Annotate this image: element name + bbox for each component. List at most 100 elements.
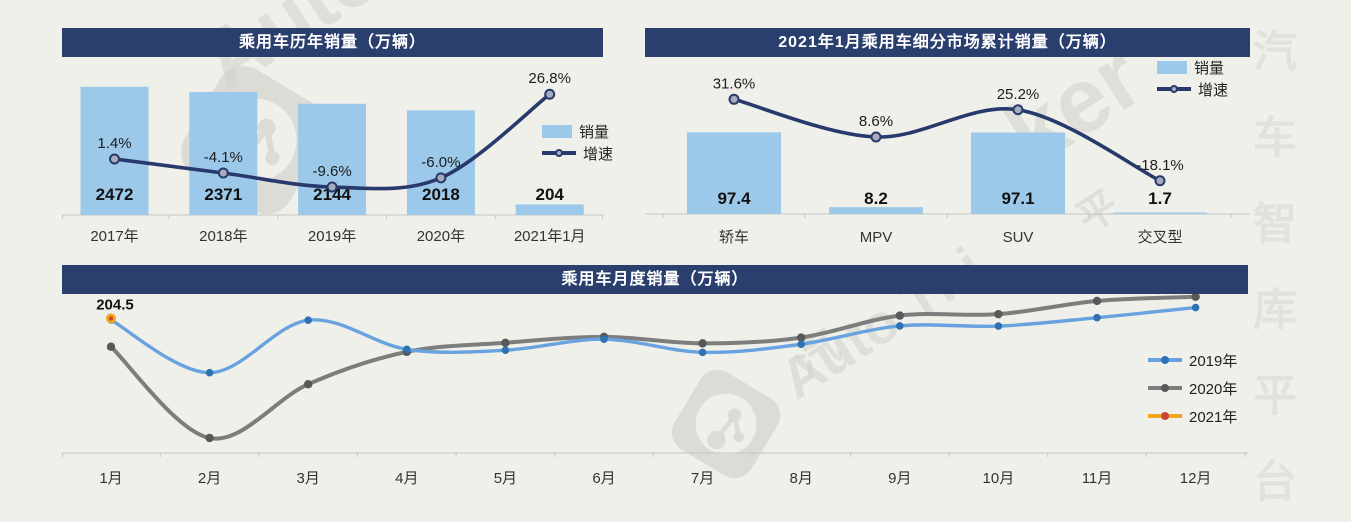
- cat-label: 2019年: [308, 228, 356, 245]
- watermark-text-cn: 汽车智库平台: [1246, 28, 1295, 522]
- legend-item-2019: 2019年: [1148, 346, 1237, 374]
- legend-label-growth: 增速: [1198, 81, 1229, 99]
- cat-label: 2021年1月: [514, 228, 586, 245]
- segment-sales-chart: 2021年1月乘用车细分市场累计销量（万辆） 97.4 轿车 8.2 MPV 97.1 S…: [645, 28, 1250, 252]
- pct-label: 26.8%: [528, 70, 571, 87]
- growth-swatch: [1157, 85, 1191, 93]
- growth-point: [544, 88, 556, 100]
- pct-label: -9.6%: [313, 163, 352, 180]
- growth-line: [733, 97, 1161, 183]
- pct-label: 31.6%: [713, 75, 756, 92]
- cat-label: 4月: [395, 470, 418, 487]
- point-2020年: [895, 311, 904, 320]
- sales-bar: [971, 132, 1065, 214]
- annual-sales-plot: 2472 2017年 2371 2018年 2144 2019年 2018 2020年 204 2…: [62, 70, 603, 245]
- legend-label-sales: 销量: [1194, 59, 1225, 77]
- point-2020年: [106, 342, 116, 351]
- pct-label: -6.0%: [421, 154, 460, 171]
- sales-bar: [189, 91, 258, 215]
- legend-label-2019: 2019年: [1189, 352, 1238, 370]
- monthly-sales-legend: 2019年 2020年 2021年: [1148, 346, 1237, 430]
- cat-label: 2020年: [417, 228, 465, 245]
- monthly-sales-title: 乘用车月度销量（万辆）: [62, 265, 1248, 294]
- sales-swatch: [1157, 60, 1187, 74]
- cat-label: 交叉型: [1137, 228, 1182, 246]
- sales-bar: [406, 110, 475, 215]
- monthly-sales-chart: 乘用车月度销量（万辆） 1月 2月 3月 4月 5月 6月 7月 8月 9月 10月 11月 12月 2…: [62, 265, 1248, 510]
- legend-label-growth: 增速: [583, 145, 614, 163]
- series-2019-swatch: [1148, 356, 1182, 364]
- annual-sales-legend: 销量 增速: [542, 120, 613, 164]
- point-2019年: [797, 340, 805, 348]
- watermark-logo: [671, 369, 781, 479]
- val-label: 2018: [422, 185, 460, 204]
- point-2019年: [896, 322, 904, 330]
- legend-label-2021: 2021年: [1189, 408, 1238, 426]
- sales-swatch: [542, 124, 572, 138]
- monthly-sales-plot: 1月 2月 3月 4月 5月 6月 7月 8月 9月 10月 11月 12月 204.5: [62, 294, 1248, 487]
- sales-bar: [829, 207, 923, 214]
- series-2020-swatch: [1148, 384, 1182, 392]
- cat-label: 1月: [99, 470, 122, 487]
- val-label: 1.7: [1148, 189, 1172, 208]
- growth-point: [217, 167, 229, 179]
- cat-label: 9月: [888, 470, 911, 487]
- growth-point: [326, 181, 338, 193]
- point-2020年: [205, 433, 214, 443]
- segment-sales-plot: 97.4 轿车 8.2 MPV 97.1 SUV 1.7 交叉型 31.6% 8.6% 25.2% -…: [645, 75, 1250, 246]
- point-2020年: [1092, 296, 1102, 306]
- sales-bar: [298, 103, 367, 215]
- cat-label: 6月: [592, 470, 615, 487]
- pct-label: 8.6%: [859, 113, 893, 130]
- segment-sales-title: 2021年1月乘用车细分市场累计销量（万辆）: [645, 28, 1250, 57]
- val-label: 8.2: [864, 189, 888, 208]
- cat-label: 10月: [983, 470, 1015, 487]
- growth-swatch: [542, 149, 576, 157]
- cat-label: 12月: [1180, 470, 1212, 487]
- val-label: 97.1: [1001, 189, 1034, 208]
- point-2020年: [994, 309, 1003, 319]
- val-label: 2371: [204, 185, 242, 204]
- legend-item-2021: 2021年: [1148, 402, 1237, 430]
- point-2019年: [304, 316, 312, 324]
- ann-label: 204.5: [96, 296, 134, 313]
- cat-label: SUV: [1003, 229, 1034, 246]
- segment-sales-legend: 销量 增速: [1157, 56, 1228, 100]
- point-2020年: [797, 333, 806, 342]
- growth-point: [1154, 175, 1166, 187]
- legend-item-sales: 销量: [542, 120, 613, 142]
- point-2020年: [698, 339, 707, 348]
- point-2019年: [600, 335, 608, 344]
- val-label: 2472: [96, 185, 134, 204]
- growth-point: [435, 172, 447, 184]
- cat-label: MPV: [860, 229, 893, 246]
- point-2020年: [304, 380, 313, 389]
- val-label: 2144: [313, 185, 351, 204]
- point-2019年: [1191, 303, 1200, 312]
- point-2019年: [698, 348, 707, 357]
- sales-bar: [687, 132, 781, 214]
- annual-sales-title: 乘用车历年销量（万辆）: [62, 28, 603, 57]
- annual-sales-chart: 乘用车历年销量（万辆） 2472 2017年 2371 2018年 2144 2019年 2…: [62, 28, 613, 252]
- pct-label: 25.2%: [997, 86, 1040, 103]
- cat-label: 5月: [494, 470, 517, 487]
- cat-label: 8月: [790, 470, 813, 487]
- pct-label: -4.1%: [204, 149, 243, 166]
- point-center-2021年: [108, 316, 114, 321]
- pct-label: 1.4%: [97, 135, 131, 152]
- legend-item-growth: 增速: [1157, 78, 1228, 100]
- point-2019年: [205, 368, 214, 377]
- sales-bar: [80, 86, 149, 215]
- cat-label: 11月: [1082, 470, 1113, 487]
- growth-point: [1012, 104, 1024, 116]
- sales-bar: [515, 204, 584, 215]
- growth-point: [870, 131, 882, 143]
- growth-point: [109, 153, 120, 165]
- val-label: 97.4: [717, 189, 751, 208]
- val-label: 204: [536, 185, 565, 204]
- point-2019年: [1093, 313, 1101, 322]
- point-2019年: [501, 346, 510, 355]
- cat-label: 3月: [297, 470, 320, 487]
- legend-item-2020: 2020年: [1148, 374, 1237, 402]
- cat-label: 2018年: [199, 228, 247, 245]
